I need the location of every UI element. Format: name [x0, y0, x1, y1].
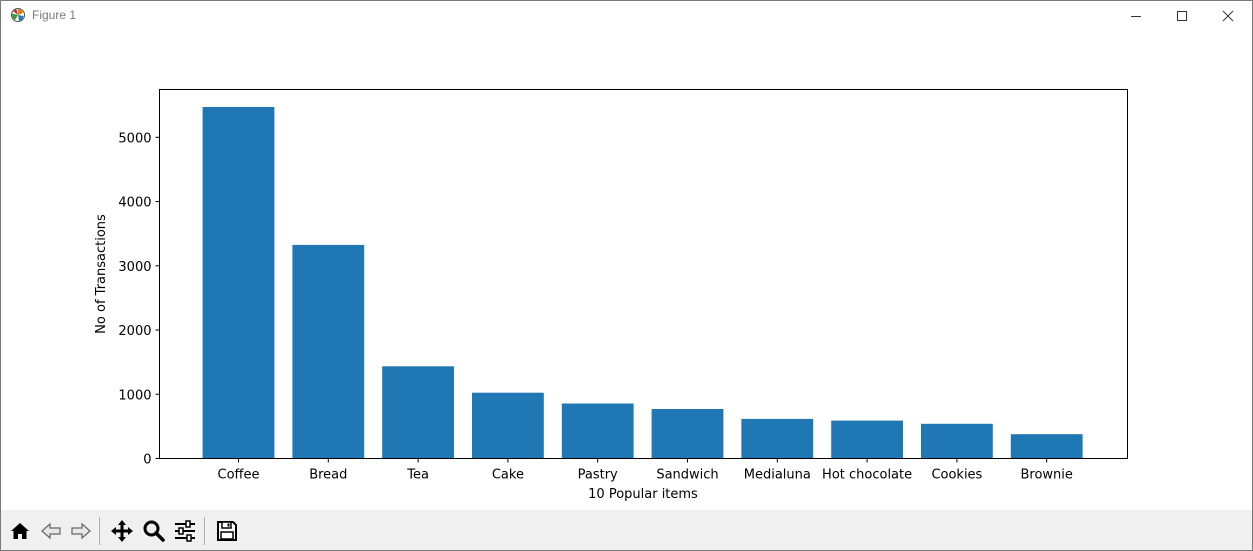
- bar-tea: [382, 366, 454, 459]
- y-tick-label: 4000: [118, 196, 151, 211]
- title-bar[interactable]: Figure 1: [1, 1, 1252, 31]
- axes-frame: [159, 89, 1128, 459]
- y-tick-label: 5000: [118, 131, 151, 146]
- x-tick-label: Hot chocolate: [822, 468, 912, 483]
- bar-cookies: [921, 423, 993, 459]
- bars-group: [202, 107, 1083, 459]
- bar-chart: 0 1000 2000 3000 4000 5000 Coffee Bread Tea Cake…: [94, 89, 1128, 502]
- maximize-icon: [1176, 10, 1188, 22]
- home-button[interactable]: [6, 516, 33, 545]
- navigation-toolbar: [1, 510, 1252, 550]
- close-button[interactable]: [1205, 1, 1251, 31]
- forward-button[interactable]: [67, 516, 94, 545]
- forward-arrow-icon: [70, 520, 92, 542]
- minimize-button[interactable]: [1113, 1, 1159, 31]
- x-tick-label: Bread: [309, 468, 347, 483]
- bar-pastry: [561, 403, 634, 459]
- bar-coffee: [202, 107, 275, 459]
- pan-move-icon: [110, 519, 134, 543]
- y-tick-label: 2000: [118, 324, 151, 339]
- zoom-button[interactable]: [140, 516, 167, 545]
- bar-hot-chocolate: [831, 420, 903, 459]
- bar-cake: [472, 392, 544, 459]
- bar-brownie: [1010, 434, 1083, 459]
- close-icon: [1222, 10, 1234, 22]
- save-button[interactable]: [213, 516, 240, 545]
- back-button[interactable]: [37, 516, 64, 545]
- x-tick-label: Brownie: [1020, 468, 1072, 483]
- y-tick-label: 0: [143, 453, 151, 468]
- toolbar-separator: [99, 517, 100, 545]
- matplotlib-logo-icon: [10, 7, 26, 23]
- toolbar-separator: [204, 517, 205, 545]
- x-tick-label: Cake: [492, 468, 524, 483]
- figure-canvas[interactable]: 0 1000 2000 3000 4000 5000 Coffee Bread Tea Cake…: [1, 31, 1252, 510]
- pan-button[interactable]: [108, 516, 135, 545]
- y-tick-label: 3000: [118, 260, 151, 275]
- y-axis-label: No of Transactions: [94, 214, 109, 334]
- configure-subplots-icon: [173, 519, 197, 543]
- home-icon: [9, 520, 31, 542]
- x-tick-label: Pastry: [578, 468, 618, 483]
- zoom-magnifier-icon: [142, 519, 166, 543]
- y-axis: 0 1000 2000 3000 4000 5000: [118, 131, 160, 468]
- minimize-icon: [1130, 10, 1142, 22]
- back-arrow-icon: [40, 520, 62, 542]
- x-tick-label: Coffee: [218, 468, 260, 483]
- x-axis-label: 10 Popular items: [588, 487, 698, 502]
- configure-subplots-button[interactable]: [171, 516, 198, 545]
- bar-bread: [292, 244, 365, 459]
- save-floppy-icon: [215, 519, 239, 543]
- x-axis: Coffee Bread Tea Cake Pastry Sandwich Medialun…: [218, 458, 1073, 483]
- x-tick-label: Medialuna: [744, 468, 811, 483]
- bar-medialuna: [741, 418, 814, 459]
- bar-sandwich: [651, 409, 724, 459]
- window-title: Figure 1: [32, 8, 77, 22]
- x-tick-label: Tea: [406, 468, 429, 483]
- x-tick-label: Sandwich: [656, 468, 718, 483]
- y-tick-label: 1000: [118, 388, 151, 403]
- x-tick-label: Cookies: [931, 468, 982, 483]
- maximize-button[interactable]: [1159, 1, 1205, 31]
